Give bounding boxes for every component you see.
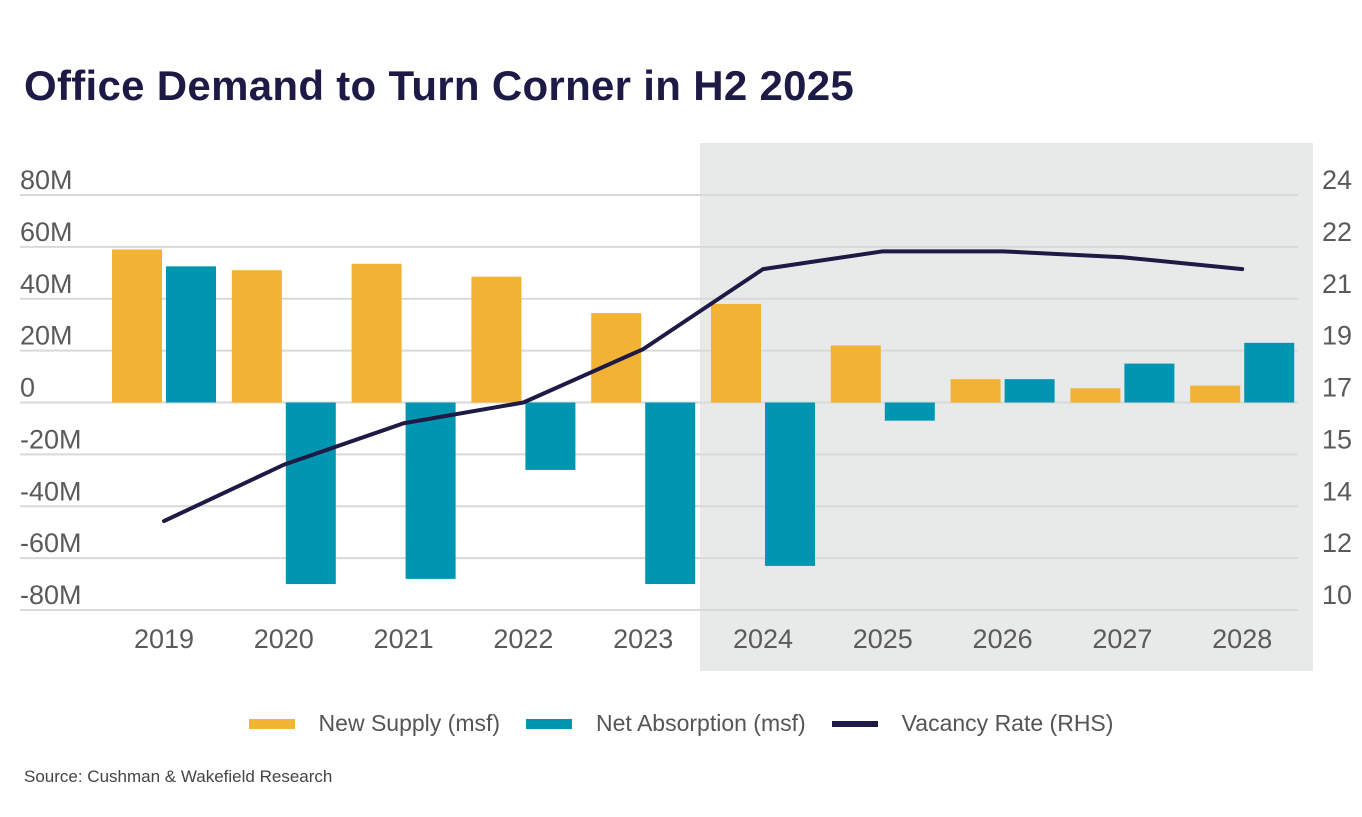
y-tick-right: 24 (1322, 165, 1352, 195)
bar-net-absorption (884, 402, 935, 421)
bar-new-supply (351, 263, 402, 403)
chart-legend: New Supply (msf) Net Absorption (msf) Va… (0, 710, 1362, 737)
bar-net-absorption (285, 402, 336, 585)
bar-net-absorption (166, 266, 216, 403)
legend-item-net-absorption: Net Absorption (msf) (526, 710, 806, 737)
x-tick-label: 2026 (973, 624, 1033, 654)
legend-item-vacancy-rate: Vacancy Rate (RHS) (831, 710, 1114, 737)
y-tick-right: 17 (1322, 373, 1352, 403)
bar-net-absorption (525, 402, 576, 470)
x-tick-label: 2028 (1212, 624, 1272, 654)
legend-swatch-vacancy-rate (831, 720, 878, 727)
bar-new-supply (1190, 385, 1241, 403)
y-tick-right: 10 (1322, 580, 1352, 610)
chart-plot-area: 80M 24 60M 22 40M 21 20M 19 0 17 -20M 15 -40M 14 -60M 1… (20, 143, 1352, 671)
bar-new-supply (471, 276, 522, 403)
x-tick-label: 2025 (853, 624, 913, 654)
vacancy-rate-line (162, 249, 1245, 524)
bar-net-absorption (1004, 379, 1055, 403)
x-tick-label: 2019 (134, 624, 194, 654)
y-tick-right: 14 (1322, 476, 1352, 506)
bar-net-absorption (1124, 363, 1175, 403)
legend-swatch-new-supply (248, 718, 295, 729)
bar-new-supply (591, 313, 642, 403)
y-tick-left: -40M (20, 476, 82, 506)
y-tick-right: 12 (1322, 528, 1352, 558)
bar-new-supply (711, 303, 761, 403)
x-tick-label: 2021 (374, 624, 434, 654)
y-tick-right: 15 (1322, 424, 1352, 454)
chart-title: Office Demand to Turn Corner in H2 2025 (24, 62, 855, 109)
bar-net-absorption (405, 402, 456, 579)
bar-new-supply (1070, 388, 1121, 403)
bar-net-absorption (1244, 342, 1295, 403)
bar-new-supply (112, 249, 162, 403)
y-tick-left: 80M (20, 165, 73, 195)
x-tick-label: 2020 (254, 624, 314, 654)
y-tick-left: 40M (20, 269, 73, 299)
y-tick-right: 22 (1322, 217, 1352, 247)
x-tick-label: 2027 (1092, 624, 1152, 654)
bar-net-absorption (765, 402, 815, 566)
y-tick-left: -80M (20, 580, 82, 610)
x-tick-label: 2022 (493, 624, 553, 654)
legend-label-net-absorption: Net Absorption (msf) (596, 710, 806, 736)
y-tick-left: 60M (20, 217, 73, 247)
legend-item-new-supply: New Supply (msf) (248, 710, 501, 737)
y-tick-left: 20M (20, 321, 73, 351)
y-tick-right: 21 (1322, 269, 1352, 299)
bar-new-supply (950, 379, 1001, 403)
source-note: Source: Cushman & Wakefield Research (24, 767, 333, 786)
legend-swatch-net-absorption (526, 718, 573, 729)
y-tick-left: -60M (20, 528, 82, 558)
x-tick-label: 2024 (733, 624, 793, 654)
bar-new-supply (830, 345, 881, 403)
legend-label-new-supply: New Supply (msf) (318, 710, 501, 736)
x-tick-label: 2023 (613, 624, 673, 654)
y-tick-right: 19 (1322, 321, 1352, 351)
bar-net-absorption (645, 402, 696, 585)
y-tick-left: 0 (20, 373, 35, 403)
legend-label-vacancy-rate: Vacancy Rate (RHS) (901, 710, 1114, 736)
y-tick-left: -20M (20, 424, 82, 454)
bar-new-supply (231, 270, 282, 403)
